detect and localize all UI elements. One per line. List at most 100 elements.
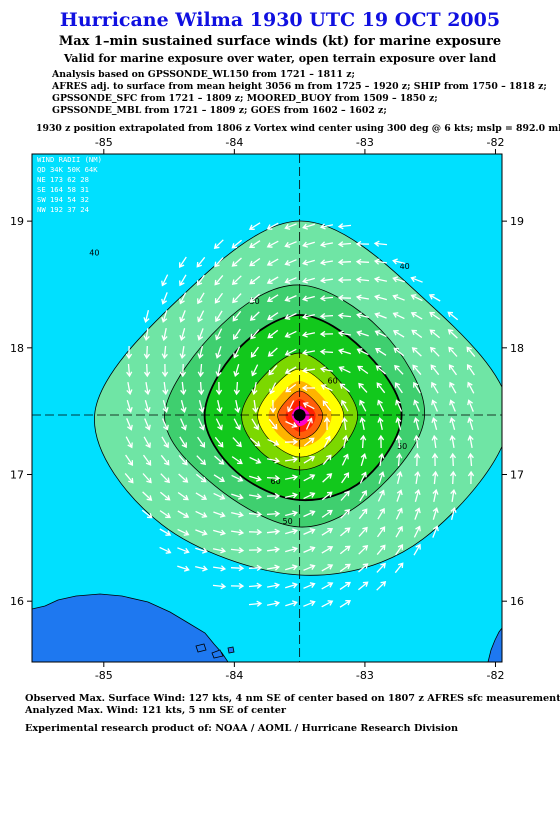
wind-vector xyxy=(359,416,366,431)
wind-vector xyxy=(179,363,187,378)
wind-vector xyxy=(144,381,151,396)
wind-vector xyxy=(266,222,279,230)
wind-vector xyxy=(284,277,297,284)
wind-vector xyxy=(319,277,333,284)
wind-vector xyxy=(341,472,350,484)
lat-label-left: 19 xyxy=(10,215,24,228)
wind-vector xyxy=(431,381,439,394)
wind-vector xyxy=(195,473,207,483)
wind-vector xyxy=(377,399,385,412)
wind-vector xyxy=(429,346,440,357)
legend-header: QD 34K 50K 64K xyxy=(37,165,98,174)
wind-vector xyxy=(396,452,403,467)
wind-vector xyxy=(161,310,168,323)
wind-vector xyxy=(376,562,386,573)
wind-vector xyxy=(161,363,169,378)
wind-vector xyxy=(266,258,279,266)
wind-vector xyxy=(161,327,168,342)
contour-label: 60 xyxy=(271,477,281,486)
wind-vector xyxy=(161,345,168,360)
wind-vector xyxy=(126,418,133,431)
wind-vector xyxy=(249,437,261,447)
contour-100kt xyxy=(277,390,323,440)
wind-vector xyxy=(337,276,352,284)
lat-label-left: 16 xyxy=(10,595,24,608)
wind-vector xyxy=(287,400,295,413)
contour-label: 40 xyxy=(89,248,99,257)
wind-vector xyxy=(144,400,151,413)
wind-vector xyxy=(248,582,263,589)
wind-vector xyxy=(179,310,186,323)
wind-vector xyxy=(323,416,331,431)
wind-vector xyxy=(249,275,261,285)
lon-label-bottom: -82 xyxy=(487,669,505,682)
wind-vector xyxy=(195,565,208,572)
wind-vector xyxy=(284,241,297,248)
wind-vector xyxy=(373,258,387,265)
wind-vector xyxy=(396,471,403,484)
wind-vector xyxy=(337,330,352,337)
wind-vector xyxy=(159,546,172,554)
wind-vector xyxy=(249,293,261,303)
wind-vector xyxy=(449,417,456,430)
wind-vector xyxy=(355,276,370,283)
wind-vector xyxy=(268,364,278,376)
wind-vector xyxy=(161,274,169,287)
wind-vector xyxy=(142,491,153,501)
wind-vector xyxy=(214,274,224,286)
wind-vector xyxy=(212,547,227,554)
contour-label: 50 xyxy=(283,517,293,526)
wind-vector xyxy=(231,456,243,465)
wind-vector xyxy=(410,276,423,283)
wind-vector xyxy=(301,384,315,392)
wind-vector xyxy=(267,329,279,339)
wind-vector xyxy=(319,330,334,338)
wind-vector xyxy=(196,256,206,268)
contour-label: 60 xyxy=(328,377,338,386)
wind-vector xyxy=(233,364,240,377)
wind-vector xyxy=(355,258,370,266)
lon-label-top: -82 xyxy=(487,136,505,149)
wind-vector xyxy=(213,239,224,250)
wind-vector xyxy=(162,382,169,396)
wind-vector xyxy=(302,259,315,266)
wind-vector xyxy=(266,474,281,482)
wind-vector xyxy=(449,399,456,412)
wind-vector xyxy=(376,580,387,591)
wind-vector xyxy=(359,471,367,484)
wind-vector xyxy=(432,525,439,538)
wind-vector xyxy=(319,366,334,373)
wind-vector xyxy=(378,452,385,467)
mosquito-cays xyxy=(195,643,235,659)
wind-vector xyxy=(231,275,242,286)
wind-vector xyxy=(160,473,171,484)
wind-vector xyxy=(214,292,224,304)
wind-vector xyxy=(320,384,333,392)
wind-vector xyxy=(125,454,134,466)
wind-vector xyxy=(373,276,388,283)
wind-vector xyxy=(411,329,423,339)
wind-vector xyxy=(413,452,421,467)
wind-vector xyxy=(177,547,190,554)
wind-vector xyxy=(339,383,351,393)
wind-vector xyxy=(231,239,243,249)
wind-vector xyxy=(143,345,151,360)
wind-vector xyxy=(339,600,351,608)
wind-vector xyxy=(249,257,261,267)
wind-vector xyxy=(431,417,438,430)
lat-label-right: 19 xyxy=(510,215,524,228)
wind-vector xyxy=(231,529,245,536)
wind-vector xyxy=(450,507,457,520)
wind-vector xyxy=(215,328,223,341)
chart-title: Hurricane Wilma 1930 UTC 19 OCT 2005 xyxy=(59,9,501,31)
wind-vector xyxy=(466,364,475,376)
wind-vector xyxy=(234,399,241,414)
wind-vector xyxy=(248,546,263,554)
wind-vector xyxy=(429,311,441,320)
wind-vector xyxy=(341,453,349,466)
wind-vector xyxy=(339,545,351,555)
wind-vector xyxy=(414,507,421,520)
wind-vector xyxy=(303,456,316,464)
wind-vector xyxy=(177,510,190,518)
wind-vector xyxy=(284,438,299,446)
